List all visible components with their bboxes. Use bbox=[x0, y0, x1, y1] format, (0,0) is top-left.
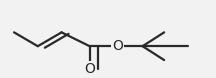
Text: O: O bbox=[112, 39, 123, 53]
Text: O: O bbox=[84, 62, 95, 76]
